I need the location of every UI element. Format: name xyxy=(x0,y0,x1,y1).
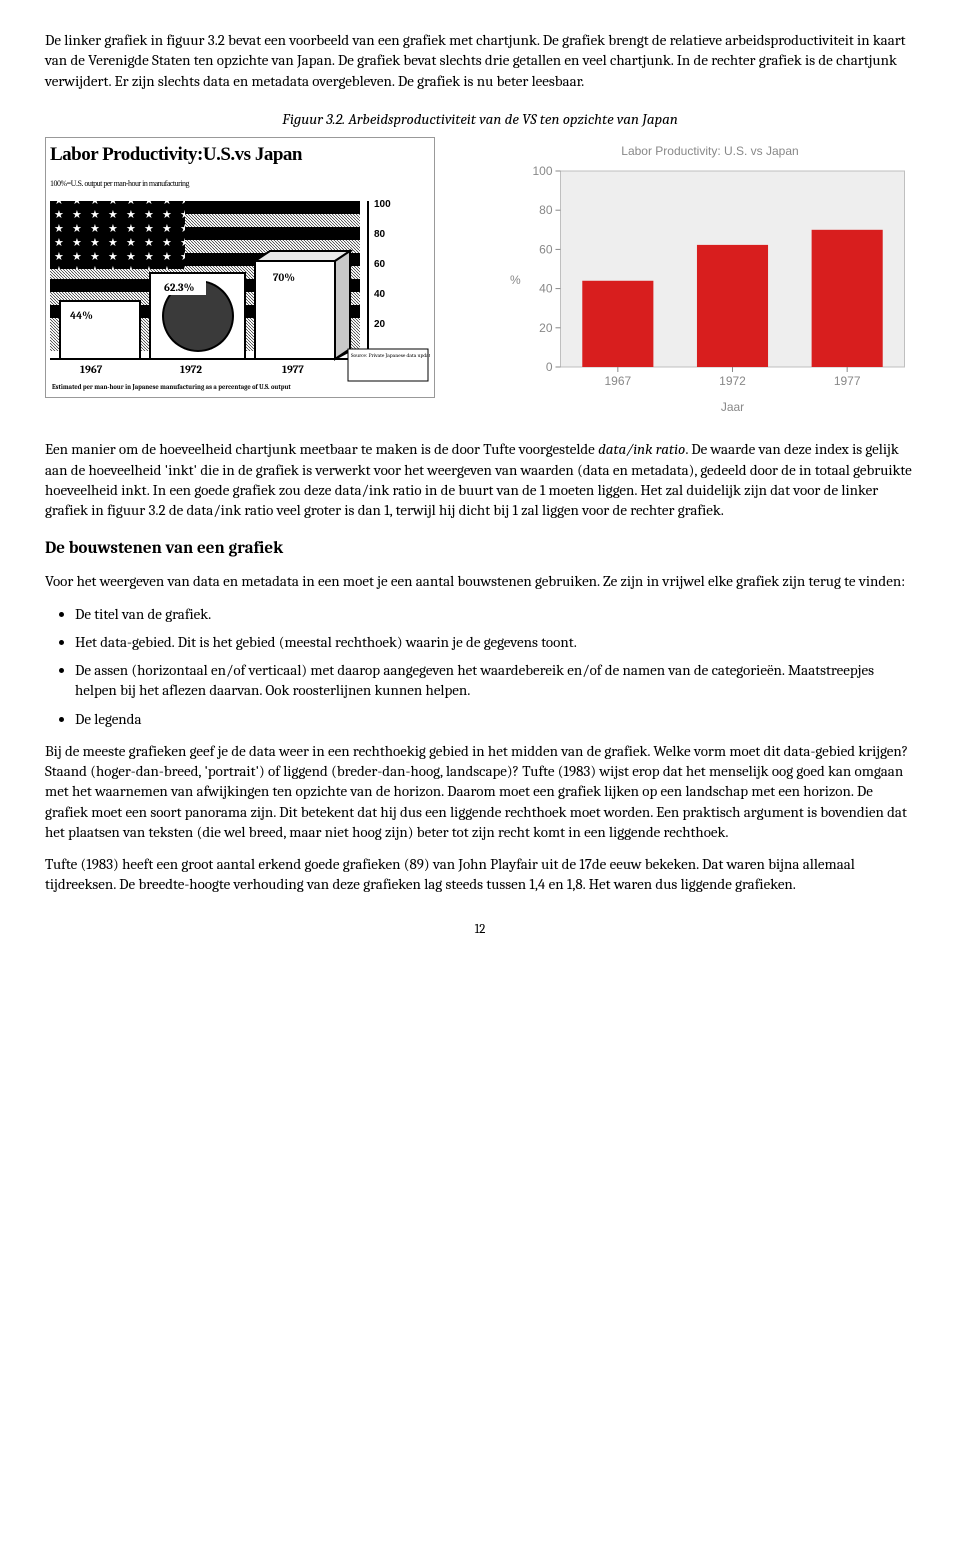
left-chart-title-sub: 100%=U.S. output per man-hour in manufac… xyxy=(50,179,189,188)
figure-row: Labor Productivity:U.S.vs Japan 100%=U.S… xyxy=(45,137,915,415)
left-footnote: Estimated per man-hour in Japanese manuf… xyxy=(52,383,291,391)
svg-text:1972: 1972 xyxy=(719,374,746,388)
list-item: De legenda xyxy=(75,709,915,729)
svg-text:1977: 1977 xyxy=(834,374,861,388)
left-label: 62.3% xyxy=(164,281,195,294)
svg-text:100: 100 xyxy=(532,164,552,178)
svg-text:60: 60 xyxy=(539,243,553,257)
left-year: 1972 xyxy=(180,363,202,376)
page-number: 12 xyxy=(45,921,915,939)
svg-text:80: 80 xyxy=(539,203,553,217)
left-label: 70% xyxy=(273,271,295,284)
left-chart-svg: ★ 100 8 xyxy=(50,193,430,393)
left-chart: Labor Productivity:U.S.vs Japan 100%=U.S… xyxy=(45,137,435,398)
left-label: 44% xyxy=(70,309,93,322)
right-chart-xlabel: Jaar xyxy=(550,399,915,415)
right-chart-svg: 020406080100196719721977 xyxy=(550,165,911,395)
playfair-paragraph: Tufte (1983) heeft een groot aantal erke… xyxy=(45,854,915,895)
building-blocks-list: De titel van de grafiek. Het data-gebied… xyxy=(45,604,915,729)
left-year: 1977 xyxy=(282,363,304,376)
svg-text:20: 20 xyxy=(539,321,553,335)
right-chart-ylabel: % xyxy=(510,272,521,288)
right-chart-title: Labor Productivity: U.S. vs Japan xyxy=(505,143,915,159)
right-chart-plot: % 020406080100196719721977 xyxy=(550,165,911,395)
data-ink-term: data/ink ratio xyxy=(598,440,685,458)
list-item: De titel van de grafiek. xyxy=(75,604,915,624)
intro-paragraph: De linker grafiek in figuur 3.2 bevat ee… xyxy=(45,30,915,91)
left-chart-title: Labor Productivity:U.S.vs Japan 100%=U.S… xyxy=(50,142,430,193)
figure-caption: Figuur 3.2. Arbeidsproductiviteit van de… xyxy=(45,109,915,129)
svg-text:40: 40 xyxy=(539,282,553,296)
left-ytick: 60 xyxy=(374,259,386,270)
left-year: 1967 xyxy=(80,363,103,376)
section-heading: De bouwstenen van een grafiek xyxy=(45,538,915,561)
left-ytick: 40 xyxy=(374,289,386,300)
right-chart: Labor Productivity: U.S. vs Japan % 0 20 4… xyxy=(505,137,915,415)
svg-text:1967: 1967 xyxy=(604,374,631,388)
aspect-ratio-paragraph: Bij de meeste grafieken geef je de data … xyxy=(45,741,915,842)
list-item: De assen (horizontaal en/of verticaal) m… xyxy=(75,660,915,701)
left-source: Source: Private Japanese data updated by… xyxy=(351,352,430,359)
list-item: Het data-gebied. Dit is het gebied (mees… xyxy=(75,632,915,652)
svg-text:0: 0 xyxy=(546,360,553,374)
left-chart-title-main: Labor Productivity:U.S.vs Japan xyxy=(50,144,302,165)
left-ytick: 20 xyxy=(374,319,386,330)
left-ytick: 80 xyxy=(374,229,386,240)
data-ink-paragraph: Een manier om de hoeveelheid chartjunk m… xyxy=(45,439,915,520)
text-span: Een manier om de hoeveelheid chartjunk m… xyxy=(45,440,598,458)
building-blocks-intro: Voor het weergeven van data en metadata … xyxy=(45,571,915,591)
left-ytick: 100 xyxy=(374,199,391,210)
left-chart-body: ★ 100 8 xyxy=(50,193,430,393)
